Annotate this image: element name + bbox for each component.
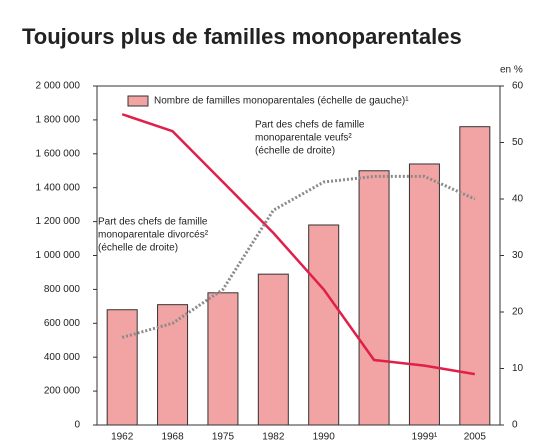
y-tick-label: 0 [74,420,80,431]
annotation: Part des chefs de famille [255,120,365,131]
legend-swatch [127,95,149,107]
bar [157,304,189,426]
x-tick-label: 1990 [313,432,336,443]
x-tick-label: 1975 [212,432,235,443]
bar [308,224,340,426]
x-tick-label: 2005 [464,432,487,443]
y-tick-label: 2 000 000 [36,81,81,92]
annotation: monoparentale divorcés² [98,230,209,241]
y-tick-label: 400 000 [44,352,81,363]
y-tick-label: 1 800 000 [36,115,81,126]
line [121,113,476,376]
annotation: Part des chefs de famille [98,217,208,228]
x-tick-label: 1962 [111,432,134,443]
bar [106,309,138,426]
line [121,174,476,339]
legend-label: Nombre de familles monoparentales (échel… [154,96,409,107]
y-tick-label: 1 600 000 [36,148,81,159]
x-tick-label: 1999¹ [412,432,438,443]
annotation: monoparentale veufs² [255,133,352,144]
y2-tick-label: 60 [512,81,524,92]
bar [207,292,239,426]
y-tick-label: 600 000 [44,318,81,329]
y2-tick-label: 50 [512,137,524,148]
y-tick-label: 200 000 [44,386,81,397]
y-tick-label: 1 200 000 [36,216,81,227]
y2-unit: en % [500,65,523,76]
y2-tick-label: 20 [512,307,524,318]
bar [257,273,289,426]
y2-tick-label: 40 [512,194,524,205]
x-tick-label: 1968 [161,432,184,443]
annotation: (échelle de droite) [255,146,335,157]
y2-tick-label: 10 [512,363,524,374]
annotation: (échelle de droite) [98,243,178,254]
y-tick-label: 1 000 000 [36,250,81,261]
bar [459,126,491,426]
y-tick-label: 1 400 000 [36,182,81,193]
bar [358,170,390,426]
y2-tick-label: 30 [512,250,524,261]
x-tick-label: 1982 [262,432,285,443]
chart-title: Toujours plus de familles monoparentales [22,24,462,49]
y2-tick-label: 0 [512,420,518,431]
bar [408,163,440,426]
y-tick-label: 800 000 [44,284,81,295]
